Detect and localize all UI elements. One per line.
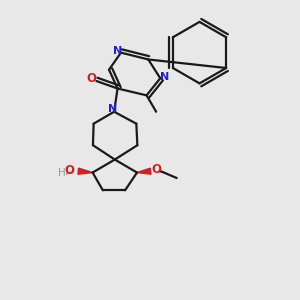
Text: H: H bbox=[58, 168, 66, 178]
Text: N: N bbox=[113, 46, 122, 56]
Polygon shape bbox=[137, 168, 151, 174]
Text: N: N bbox=[160, 72, 170, 82]
Text: O: O bbox=[86, 72, 96, 85]
Polygon shape bbox=[78, 168, 93, 174]
Text: N: N bbox=[109, 104, 118, 114]
Text: O: O bbox=[65, 164, 75, 177]
Text: O: O bbox=[152, 163, 162, 176]
